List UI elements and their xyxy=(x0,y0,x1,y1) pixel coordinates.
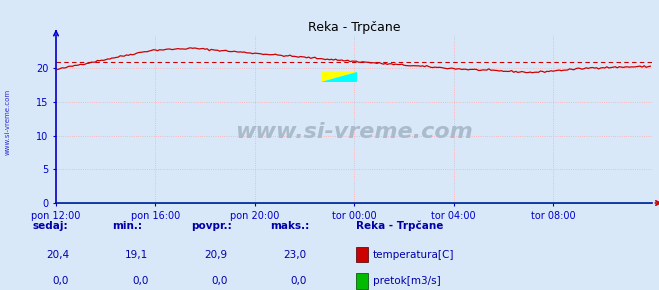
Title: Reka - Trpčane: Reka - Trpčane xyxy=(308,21,401,34)
Text: temperatura[C]: temperatura[C] xyxy=(373,250,455,260)
Text: 0,0: 0,0 xyxy=(132,276,148,286)
Text: 23,0: 23,0 xyxy=(283,250,306,260)
Text: www.si-vreme.com: www.si-vreme.com xyxy=(235,122,473,142)
Text: pretok[m3/s]: pretok[m3/s] xyxy=(373,276,441,286)
Text: 0,0: 0,0 xyxy=(53,276,69,286)
Text: min.:: min.: xyxy=(112,221,142,231)
Polygon shape xyxy=(322,72,357,82)
Text: povpr.:: povpr.: xyxy=(191,221,232,231)
Text: 20,4: 20,4 xyxy=(46,250,69,260)
Polygon shape xyxy=(322,72,357,82)
Text: sedaj:: sedaj: xyxy=(33,221,69,231)
Text: 0,0: 0,0 xyxy=(211,276,227,286)
Text: maks.:: maks.: xyxy=(270,221,310,231)
Text: 20,9: 20,9 xyxy=(204,250,227,260)
Text: 0,0: 0,0 xyxy=(290,276,306,286)
Text: 19,1: 19,1 xyxy=(125,250,148,260)
Text: www.si-vreme.com: www.si-vreme.com xyxy=(5,89,11,155)
Text: Reka - Trpčane: Reka - Trpčane xyxy=(356,221,444,231)
